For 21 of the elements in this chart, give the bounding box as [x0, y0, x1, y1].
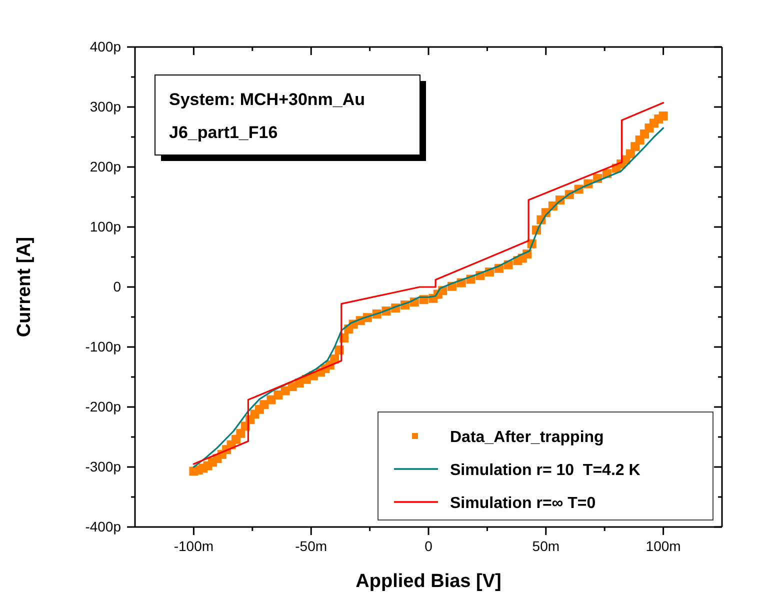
legend-label: Simulation r= 10 T=4.2 K [450, 462, 641, 479]
y-tick-label: 400p [90, 38, 122, 54]
x-tick-label: -100m [174, 538, 214, 554]
x-tick-label: 0 [424, 538, 433, 554]
y-tick-label: 0 [113, 278, 122, 294]
y-tick-label: 200p [90, 158, 122, 174]
y-tick-label: -200p [85, 398, 122, 414]
x-tick-label: -50m [295, 538, 328, 554]
annotation: System: MCH+30nm_Au [169, 90, 366, 109]
x-tick-label: 100m [646, 538, 681, 554]
legend-label: Data_After_trapping [450, 429, 604, 446]
y-tick-label: 300p [90, 98, 122, 114]
y-tick-label: -300p [85, 458, 122, 474]
y-tick-label: 100p [90, 218, 122, 234]
annotation: J6_part1_F16 [169, 123, 278, 142]
y-tick-label: -100p [85, 338, 122, 354]
legend-label: Simulation r=∞ T=0 [450, 495, 596, 512]
x-axis-title: Applied Bias [V] [356, 571, 502, 592]
x-tick-label: 50m [532, 538, 560, 554]
y-axis-title: Current [A] [14, 236, 35, 338]
y-tick-label: -400p [85, 518, 122, 534]
